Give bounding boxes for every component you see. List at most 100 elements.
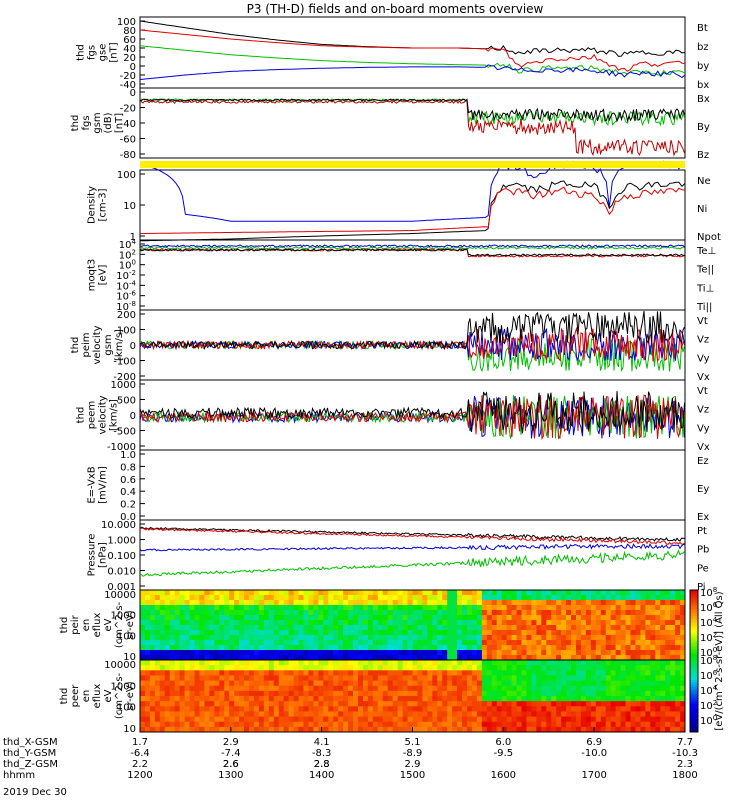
spectrogram-cell <box>605 670 612 676</box>
spectrogram-cell <box>536 595 542 601</box>
spectrogram-cell <box>288 625 295 631</box>
orbit-value: -10.0 <box>581 748 607 759</box>
spectrogram-cell <box>407 665 413 671</box>
spectrogram-cell <box>249 640 255 646</box>
spectrogram-cell <box>640 590 646 596</box>
spectrogram-cell <box>605 690 612 697</box>
spectrogram-cell <box>189 726 195 733</box>
spectrogram-cell <box>486 696 493 702</box>
spectrogram-cell <box>333 615 339 621</box>
spectrogram-cell <box>571 701 577 707</box>
spectrogram-cell <box>536 630 542 636</box>
spectrogram-cell <box>630 711 636 718</box>
spectrogram-cell <box>462 645 468 651</box>
spectrogram-cell <box>526 655 532 661</box>
spectrogram-cell <box>501 706 508 712</box>
spectrogram-cell <box>159 675 166 682</box>
spectrogram-cell <box>526 680 532 687</box>
spectrogram-cell <box>620 620 627 626</box>
spectrogram-cell <box>353 716 359 723</box>
spectrogram-cell <box>358 620 364 626</box>
spectrogram-cell <box>397 655 404 661</box>
spectrogram-cell <box>348 711 354 718</box>
spectrogram-cell <box>392 620 399 626</box>
spectrogram-cell <box>630 701 636 707</box>
spectrogram-cell <box>590 660 597 666</box>
spectrogram-cell <box>219 635 225 641</box>
spectrogram-cell <box>209 655 215 661</box>
spectrogram-cell <box>278 726 285 733</box>
spectrogram-cell <box>382 590 389 596</box>
spectrogram-cell <box>481 615 488 621</box>
spectrogram-cell <box>561 696 567 702</box>
spectrogram-cell <box>670 605 676 611</box>
spectrogram-cell <box>506 726 513 733</box>
spectrogram-cell <box>605 721 612 728</box>
spectrogram-cell <box>204 670 210 676</box>
spectrogram-cell <box>452 685 458 692</box>
spectrogram-cell <box>670 690 676 697</box>
spectrogram-cell <box>462 620 468 626</box>
spectrogram-cell <box>154 701 161 707</box>
spectrogram-cell <box>481 620 488 626</box>
spectrogram-cell <box>372 690 379 697</box>
spectrogram-cell <box>660 711 666 718</box>
spectrogram-cell <box>437 701 443 707</box>
spectrogram-cell <box>358 726 364 733</box>
spectrogram-cell <box>645 675 651 682</box>
spectrogram-cell <box>377 645 384 651</box>
spectrogram-cell <box>144 675 151 682</box>
spectrogram-cell <box>278 610 285 616</box>
spectrogram-cell <box>501 605 508 611</box>
spectrogram-cell <box>571 721 577 728</box>
spectrogram-cell <box>452 590 458 596</box>
spectrogram-cell <box>219 615 225 621</box>
spectrogram-cell <box>432 645 438 651</box>
orbit-row-label: thd_Z-GSM <box>3 759 58 770</box>
spectrogram-cell <box>526 726 532 733</box>
spectrogram-cell <box>367 726 374 733</box>
spectrogram-cell <box>144 665 151 671</box>
spectrogram-cell <box>447 590 453 596</box>
spectrogram-cell <box>556 645 562 651</box>
spectrogram-cell <box>387 605 394 611</box>
spectrogram-cell <box>556 670 562 676</box>
y-tick-label: -20 <box>120 104 136 115</box>
spectrogram-cell <box>338 615 344 621</box>
spectrogram-cell <box>585 635 592 641</box>
spectrogram-cell <box>219 721 225 728</box>
spectrogram-cell <box>288 726 295 733</box>
spectrogram-cell <box>387 645 394 651</box>
spectrogram-cell <box>600 615 607 621</box>
spectrogram-cell <box>576 610 582 616</box>
spectrogram-cell <box>219 675 225 682</box>
spectrogram-cell <box>571 655 577 661</box>
spectrogram-cell <box>640 660 646 666</box>
spectrogram-cell <box>501 600 508 606</box>
spectrogram-cell <box>323 600 329 606</box>
spectrogram-cell <box>680 690 686 697</box>
spectrogram-cell <box>169 706 176 712</box>
spectrogram-cell <box>491 610 498 616</box>
spectrogram-cell <box>531 665 537 671</box>
spectrogram-cell <box>303 716 309 723</box>
spectrogram-cell <box>506 590 513 596</box>
spectrogram-cell <box>615 665 622 671</box>
spectrogram-cell <box>580 716 587 723</box>
spectrogram-cell <box>521 625 527 631</box>
spectrogram-cell <box>199 711 205 718</box>
spectrogram-cell <box>447 640 453 646</box>
spectrogram-cell <box>328 685 334 692</box>
spectrogram-cell <box>467 655 473 661</box>
spectrogram-cell <box>244 701 250 707</box>
spectrogram-cell <box>412 640 418 646</box>
spectrogram-cell <box>615 721 622 728</box>
spectrogram-cell <box>382 711 389 718</box>
spectrogram-cell <box>585 680 592 687</box>
spectrogram-cell <box>308 595 314 601</box>
spectrogram-cell <box>154 690 161 697</box>
spectrogram-cell <box>432 685 438 692</box>
spectrogram-cell <box>486 625 493 631</box>
spectrogram-cell <box>615 635 622 641</box>
spectrogram-cell <box>387 706 394 712</box>
